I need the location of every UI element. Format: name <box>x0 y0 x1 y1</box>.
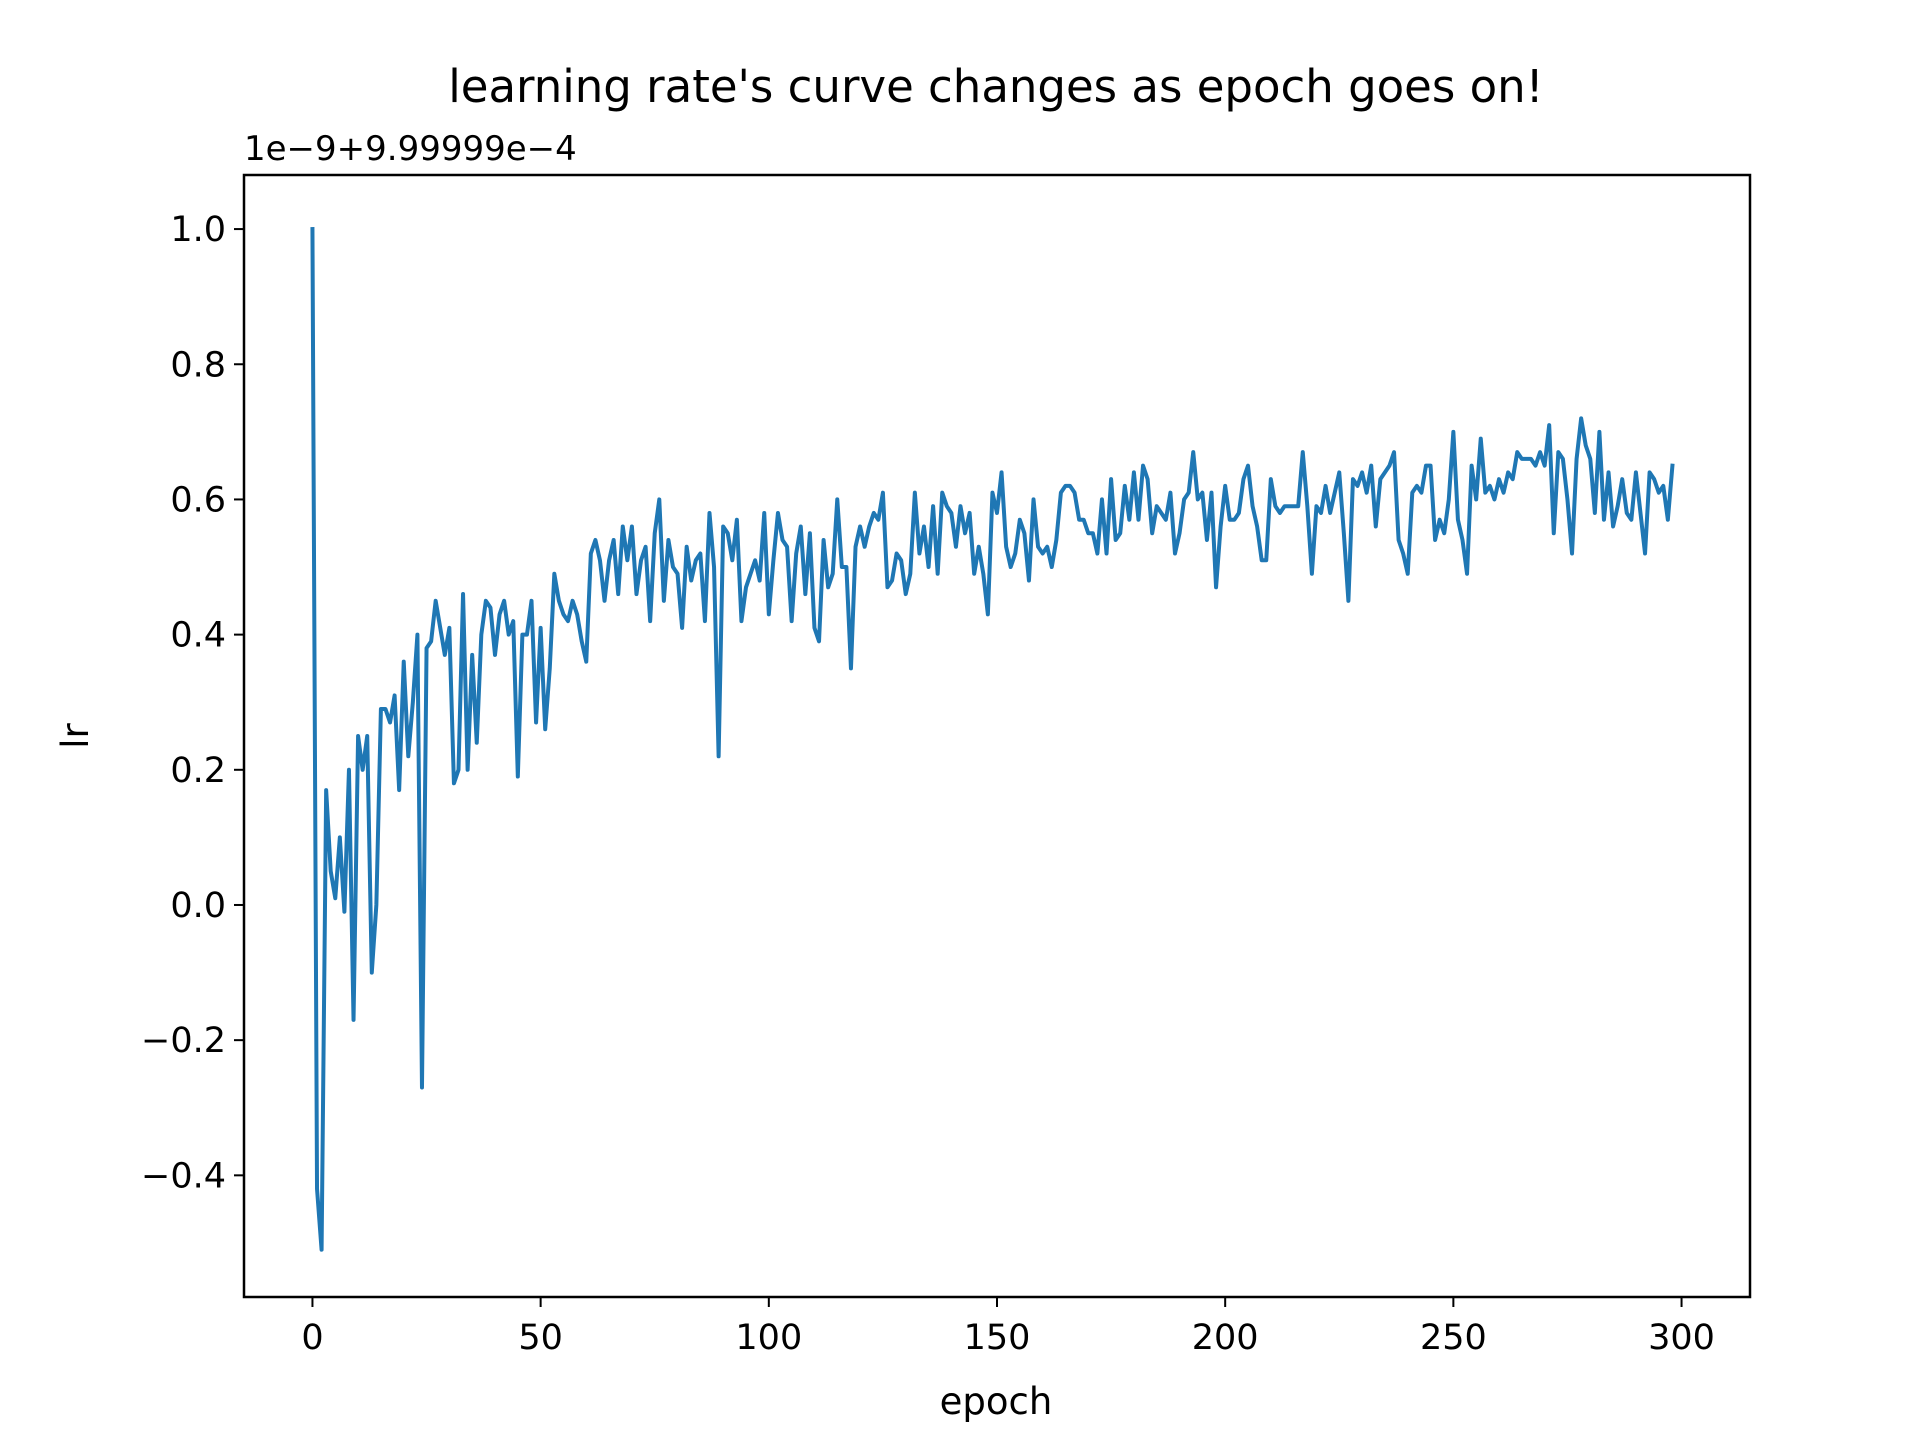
y-offset-text: 1e−9+9.99999e−4 <box>244 129 577 169</box>
y-tick-label: 0.8 <box>170 345 226 385</box>
x-tick-label: 300 <box>1648 1318 1715 1358</box>
y-tick-label: −0.4 <box>141 1156 226 1196</box>
x-tick-label: 200 <box>1192 1318 1259 1358</box>
x-axis-ticks: 0 50 100 150 200 250 300 <box>301 1297 1715 1358</box>
y-tick-label: 0.0 <box>170 886 226 926</box>
y-axis-ticks: −0.4 −0.2 0.0 0.2 0.4 0.6 0.8 1.0 <box>141 210 244 1196</box>
plot-area <box>310 227 1675 1252</box>
y-tick-label: 0.4 <box>170 616 226 656</box>
x-tick-label: 0 <box>301 1318 323 1358</box>
y-tick-label: 1.0 <box>170 210 226 250</box>
y-axis-label: lr <box>54 722 97 748</box>
x-tick-label: 50 <box>518 1318 563 1358</box>
x-tick-label: 250 <box>1420 1318 1487 1358</box>
chart-title: learning rate's curve changes as epoch g… <box>448 60 1543 113</box>
x-tick-label: 100 <box>735 1318 802 1358</box>
x-tick-label: 150 <box>964 1318 1031 1358</box>
y-tick-label: −0.2 <box>141 1021 226 1061</box>
series-line <box>310 227 1675 1252</box>
x-axis-label: epoch <box>940 1380 1053 1423</box>
y-tick-label: 0.2 <box>170 751 226 791</box>
axes-frame <box>242 173 1752 1299</box>
y-tick-label: 0.6 <box>170 480 226 520</box>
